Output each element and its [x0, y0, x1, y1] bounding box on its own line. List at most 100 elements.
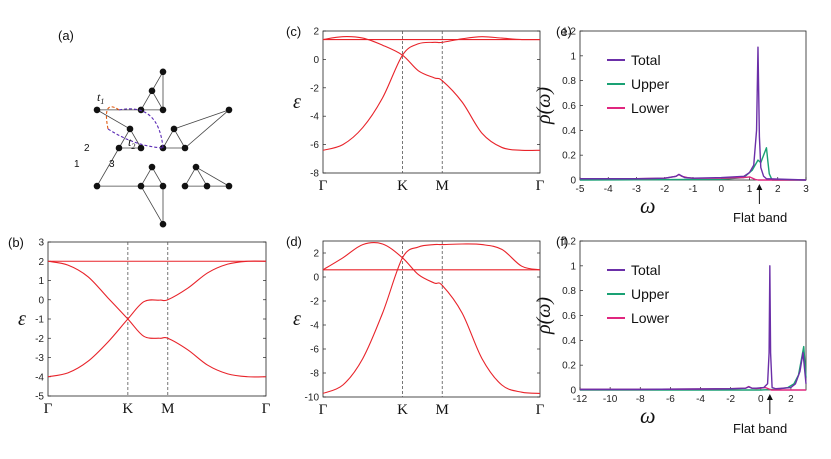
k-point-label: K	[397, 402, 408, 418]
k-point-label: Γ	[536, 402, 545, 418]
lattice-site	[181, 182, 189, 190]
k-point-label: Γ	[319, 178, 328, 194]
x-tick-label: -3	[632, 184, 641, 195]
y-tick-label: 1	[38, 276, 44, 287]
y-tick-label: -8	[310, 169, 319, 180]
x-tick-label: 3	[803, 184, 809, 195]
k-point-label: Γ	[536, 178, 545, 194]
band-line-1	[322, 36, 541, 151]
dos-plot-f: 0 0.2 0.4 0.6 0.8 1 1.2 -12 -10 -8 -6 -4 -2 0 2 Total Up…	[533, 237, 807, 428]
axes-frame	[322, 30, 541, 174]
lattice-site	[93, 106, 101, 114]
y-tick-label: -5	[35, 392, 44, 403]
y-tick-label: 0.8	[562, 286, 576, 297]
lattice-bond	[184, 109, 230, 149]
lattice-bond	[118, 128, 131, 149]
y-tick-label: 0	[38, 295, 44, 306]
panel-label-f: (f)	[556, 234, 568, 249]
dos-line-upper	[579, 147, 806, 181]
lattice-bond	[140, 166, 153, 187]
flat-band-arrowhead	[766, 394, 773, 400]
site-label-3: 3	[109, 159, 115, 170]
y-tick-label: -2	[310, 83, 319, 94]
y-tick-label: -1	[35, 315, 44, 326]
k-point-label: M	[436, 402, 449, 418]
y-axis-label: ρ(ω)	[533, 87, 555, 125]
lattice-site	[148, 163, 156, 171]
y-tick-label: -4	[310, 321, 319, 332]
legend-label-total: Total	[631, 262, 661, 278]
x-tick-label: -5	[576, 184, 585, 195]
k-point-label: K	[122, 401, 133, 417]
x-tick-label: -4	[696, 394, 705, 405]
lattice-site	[159, 68, 167, 76]
x-tick-label: -12	[573, 394, 588, 405]
t1-hopping-arc	[105, 106, 120, 130]
k-point-label: Γ	[319, 402, 328, 418]
lattice-bond	[140, 90, 153, 111]
y-tick-label: 0	[313, 273, 319, 284]
x-tick-label: 2	[775, 184, 781, 195]
band-line-1	[47, 260, 267, 378]
y-tick-label: 0.4	[562, 126, 576, 137]
y-tick-label: 0	[313, 55, 319, 66]
t1-label: t1	[97, 90, 104, 106]
lattice-site	[115, 144, 123, 152]
k-point-label: Γ	[44, 401, 53, 417]
x-tick-label: -4	[604, 184, 613, 195]
y-tick-label: 0.2	[562, 151, 576, 162]
y-tick-label: 1.2	[562, 27, 576, 38]
axes-frame	[579, 240, 807, 391]
t1-subscript: 1	[100, 97, 104, 106]
t2-subscript: 2	[131, 142, 135, 151]
lattice-bond	[173, 128, 186, 149]
y-tick-label: 3	[38, 238, 44, 249]
y-tick-label: 1	[570, 261, 576, 272]
panel-label-d: (d)	[286, 234, 302, 249]
y-tick-label: -2	[310, 297, 319, 308]
lattice-bond	[140, 185, 164, 225]
y-tick-label: 0	[570, 176, 576, 187]
flat-band-label-e: Flat band	[733, 210, 787, 225]
y-tick-label: -6	[310, 140, 319, 151]
axes-frame	[322, 240, 541, 398]
axes-frame	[47, 241, 267, 397]
lattice-site	[203, 182, 211, 190]
lattice-site	[159, 182, 167, 190]
site-label-1: 1	[74, 159, 80, 170]
lattice-site	[126, 125, 134, 133]
y-axis-label: ρ(ω)	[533, 297, 555, 335]
y-axis-label: ε	[293, 308, 301, 330]
x-tick-label: 1	[747, 184, 753, 195]
lattice-site	[181, 144, 189, 152]
y-tick-label: 0.8	[562, 76, 576, 87]
lattice-bond	[96, 147, 120, 187]
x-tick-label: 0	[758, 394, 764, 405]
legend-label-upper: Upper	[631, 76, 669, 92]
lattice-site	[225, 106, 233, 114]
x-tick-label: -2	[660, 184, 669, 195]
lattice-site	[93, 182, 101, 190]
lattice-bond	[195, 166, 230, 187]
y-axis-label: ε	[18, 308, 26, 330]
x-tick-label: -1	[689, 184, 698, 195]
y-tick-label: -3	[35, 353, 44, 364]
y-tick-label: 0.6	[562, 101, 576, 112]
k-point-label: Γ	[262, 401, 271, 417]
flat-band-arrowhead	[756, 184, 763, 190]
legend-label-lower: Lower	[631, 310, 669, 326]
lattice-site	[137, 106, 145, 114]
lattice-site	[137, 144, 145, 152]
x-tick-label: -6	[666, 394, 675, 405]
lattice-site	[192, 163, 200, 171]
lattice-bond	[184, 166, 197, 187]
y-tick-label: 0	[570, 386, 576, 397]
k-point-label: K	[397, 178, 408, 194]
y-tick-label: -2	[35, 334, 44, 345]
dos-plot-e: 0 0.2 0.4 0.6 0.8 1 1.2 -5 -4 -3 -2 -1 0 1 2 3 Total Uppe…	[533, 27, 809, 219]
legend-label-total: Total	[631, 52, 661, 68]
band-structure-c: -8 -6 -4 -2 0 2 Γ K M Γε	[293, 27, 545, 195]
